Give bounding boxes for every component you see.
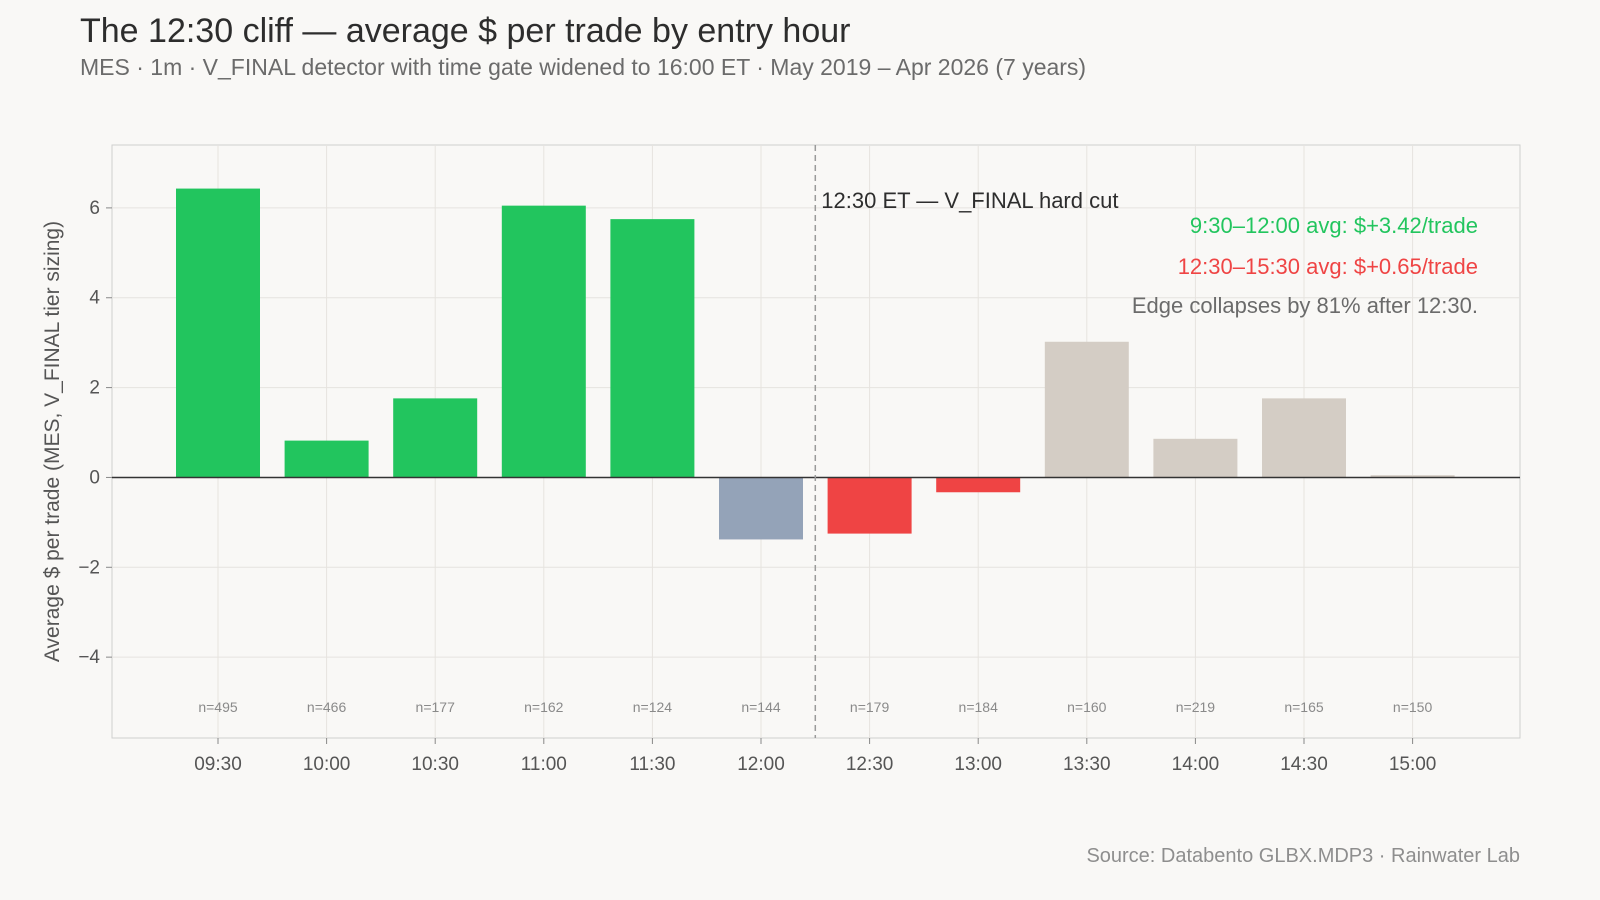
count-label: n=160 xyxy=(1067,699,1107,715)
x-tick-label: 13:00 xyxy=(954,754,1002,775)
y-tick-label: 6 xyxy=(89,198,100,219)
y-tick-label: 2 xyxy=(89,378,100,399)
x-tick-label: 12:00 xyxy=(737,754,785,775)
bar xyxy=(176,188,260,478)
chart-subtitle: MES · 1m · V_FINAL detector with time ga… xyxy=(80,54,1087,80)
labels: 6 4 2 0 −2 −4 09:30 n=495 10:00 n=466 10:30 n=177 11… xyxy=(78,188,1478,775)
y-tick-label: 4 xyxy=(89,288,100,309)
x-tick-label: 12:30 xyxy=(846,754,894,775)
count-label: n=150 xyxy=(1393,699,1433,715)
x-tick-label: 10:30 xyxy=(411,754,459,775)
bar xyxy=(1044,341,1129,478)
bar xyxy=(1262,398,1346,478)
bar xyxy=(1153,438,1238,478)
bar xyxy=(719,477,803,540)
x-tick-label: 13:30 xyxy=(1063,754,1111,775)
cutoff-label: 12:30 ET — V_FINAL hard cut xyxy=(821,188,1118,213)
bar xyxy=(610,219,695,478)
source-note: Source: Databento GLBX.MDP3 · Rainwater … xyxy=(1086,845,1520,867)
count-label: n=466 xyxy=(307,699,347,715)
x-tick-label: 10:00 xyxy=(303,754,351,775)
count-label: n=144 xyxy=(741,699,781,715)
x-tick-label: 11:00 xyxy=(521,754,567,775)
annotation: Edge collapses by 81% after 12:30. xyxy=(1132,293,1478,318)
x-tick-label: 11:30 xyxy=(629,754,675,775)
y-axis-label: Average $ per trade (MES, V_FINAL tier s… xyxy=(41,221,64,662)
bar xyxy=(1370,475,1455,478)
y-tick-label: 0 xyxy=(89,467,100,488)
count-label: n=162 xyxy=(524,699,564,715)
bar xyxy=(936,477,1021,493)
count-label: n=124 xyxy=(633,699,673,715)
bar xyxy=(501,205,586,478)
annotation: 12:30–15:30 avg: $+0.65/trade xyxy=(1178,254,1478,279)
count-label: n=184 xyxy=(959,699,999,715)
x-tick-label: 09:30 xyxy=(194,754,242,775)
count-label: n=165 xyxy=(1284,699,1324,715)
bar xyxy=(827,477,912,534)
count-label: n=177 xyxy=(416,699,456,715)
y-tick-label: −4 xyxy=(78,647,100,668)
y-tick-label: −2 xyxy=(78,557,100,578)
count-label: n=495 xyxy=(198,699,238,715)
count-label: n=219 xyxy=(1176,699,1216,715)
bar xyxy=(284,440,369,478)
bars xyxy=(176,188,1455,540)
annotation: 9:30–12:00 avg: $+3.42/trade xyxy=(1190,213,1478,238)
bar xyxy=(393,398,478,478)
x-tick-label: 14:30 xyxy=(1280,754,1328,775)
x-tick-label: 14:00 xyxy=(1172,754,1220,775)
axes xyxy=(106,145,1520,744)
x-tick-label: 15:00 xyxy=(1389,754,1437,775)
count-label: n=179 xyxy=(850,699,890,715)
chart-title: The 12:30 cliff — average $ per trade by… xyxy=(80,12,851,50)
